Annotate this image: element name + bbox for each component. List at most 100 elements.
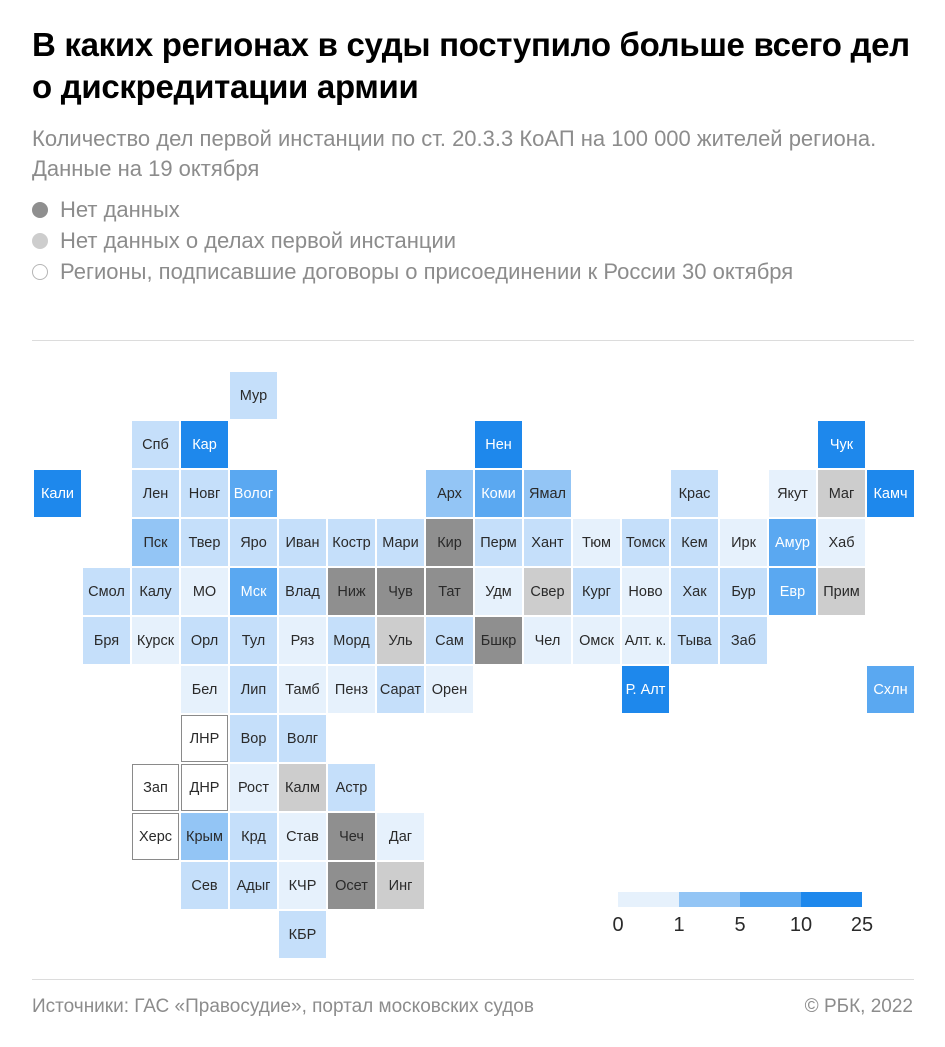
bottom-divider [32,979,914,980]
region-tile: Тат [426,568,473,615]
region-tile: Бур [720,568,767,615]
region-tile: Осет [328,862,375,909]
region-tile: Ряз [279,617,326,664]
region-tile: Астр [328,764,375,811]
region-tile: Тюм [573,519,620,566]
top-divider [32,340,914,341]
region-tile: Евр [769,568,816,615]
region-tile: Вор [230,715,277,762]
region-tile: Бшкр [475,617,522,664]
region-tile: Бря [83,617,130,664]
scale-tick-label: 10 [789,914,813,936]
region-tile: ДНР [181,764,228,811]
legend-dot-dark-icon [32,202,48,218]
region-tile: Свер [524,568,571,615]
region-tile: Ниж [328,568,375,615]
scale-segment-0 [618,892,679,907]
region-tile: Ирк [720,519,767,566]
scale-segment-3 [801,892,862,907]
region-tile: Адыг [230,862,277,909]
region-tile: Кали [34,470,81,517]
region-tile: Ямал [524,470,571,517]
region-tile: Кар [181,421,228,468]
legend-label-text: Регионы, подписавшие договоры о присоеди… [60,259,794,284]
region-tile: МО [181,568,228,615]
copyright: © РБК, 2022 [804,996,913,1017]
region-tile: Маг [818,470,865,517]
region-tile: КБР [279,911,326,958]
region-tile: Влад [279,568,326,615]
scale-tick-label: 25 [850,914,874,936]
region-tile: Рост [230,764,277,811]
region-tile: Инг [377,862,424,909]
region-tile: Чеч [328,813,375,860]
region-tile: Сев [181,862,228,909]
region-tile: Хак [671,568,718,615]
region-tile: Лен [132,470,179,517]
region-tile: КЧР [279,862,326,909]
region-tile: Кем [671,519,718,566]
legend-label: Нет данных о делах первой инстанции [60,228,457,253]
region-tile: Спб [132,421,179,468]
region-tile: Калм [279,764,326,811]
region-tile: Новг [181,470,228,517]
region-tile: Уль [377,617,424,664]
region-tile: Кург [573,568,620,615]
region-tile: Пенз [328,666,375,713]
region-tile: ЛНР [181,715,228,762]
region-tile: Р. Алт [622,666,669,713]
region-tile: Пск [132,519,179,566]
region-tile: Тамб [279,666,326,713]
region-tile: Крас [671,470,718,517]
region-tile: Орен [426,666,473,713]
subtitle: Количество дел первой инстанции по ст. 2… [32,126,877,181]
region-tile: Иван [279,519,326,566]
region-tile: Камч [867,470,914,517]
region-tile: Хаб [818,519,865,566]
region-tile: Сарат [377,666,424,713]
region-tile: Херс [132,813,179,860]
region-tile: Яро [230,519,277,566]
region-tile: Чук [818,421,865,468]
region-tile: Морд [328,617,375,664]
region-tile: Амур [769,519,816,566]
region-tile: Ново [622,568,669,615]
region-tile: Удм [475,568,522,615]
region-tile: Костр [328,519,375,566]
region-tile: Тул [230,617,277,664]
region-tile: Даг [377,813,424,860]
region-tile: Крым [181,813,228,860]
legend-dot-light-icon [32,233,48,249]
scale-segment-2 [740,892,801,907]
region-tile: Тыва [671,617,718,664]
region-tile: Твер [181,519,228,566]
region-tile: Кир [426,519,473,566]
region-tile: Лип [230,666,277,713]
scale-tick-label: 1 [673,914,685,936]
region-tile: Волог [230,470,277,517]
region-tile: Курск [132,617,179,664]
region-tile: Крд [230,813,277,860]
region-tile: Якут [769,470,816,517]
region-tile: Арх [426,470,473,517]
region-tile: Бел [181,666,228,713]
legend-dot-outline-icon [32,264,48,280]
region-tile: Омск [573,617,620,664]
region-tile: Калу [132,568,179,615]
scale-tick-label: 5 [734,914,746,936]
source-note: Источники: ГАС «Правосудие», портал моск… [32,996,534,1017]
region-tile: Сам [426,617,473,664]
scale-tick-label: 0 [612,914,624,936]
page-title: В каких регионах в суды поступило больше… [32,26,910,105]
region-tile: Хант [524,519,571,566]
region-tile: Схлн [867,666,914,713]
region-tile: Зап [132,764,179,811]
region-tile: Томск [622,519,669,566]
region-tile: Алт. к. [622,617,669,664]
region-tile: Мари [377,519,424,566]
region-tile: Волг [279,715,326,762]
region-tile: Мск [230,568,277,615]
region-tile: Коми [475,470,522,517]
region-tile: Мур [230,372,277,419]
